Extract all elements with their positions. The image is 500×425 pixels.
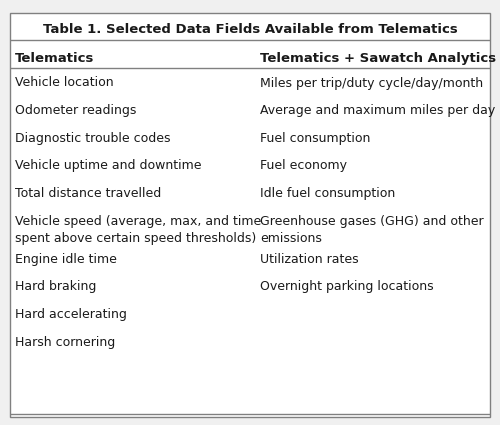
Text: Telematics + Sawatch Analytics: Telematics + Sawatch Analytics (260, 52, 496, 65)
Text: Hard accelerating: Hard accelerating (15, 308, 127, 321)
Text: Vehicle location: Vehicle location (15, 76, 114, 90)
Text: Fuel consumption: Fuel consumption (260, 132, 370, 145)
Text: Miles per trip/duty cycle/day/month: Miles per trip/duty cycle/day/month (260, 76, 483, 90)
Text: Diagnostic trouble codes: Diagnostic trouble codes (15, 132, 171, 145)
Text: Telematics: Telematics (15, 52, 94, 65)
Text: Total distance travelled: Total distance travelled (15, 187, 161, 200)
Text: Idle fuel consumption: Idle fuel consumption (260, 187, 395, 200)
Text: Vehicle speed (average, max, and time
spent above certain speed thresholds): Vehicle speed (average, max, and time sp… (15, 215, 261, 245)
Text: Hard braking: Hard braking (15, 280, 96, 294)
Text: Engine idle time: Engine idle time (15, 253, 117, 266)
Text: Odometer readings: Odometer readings (15, 104, 136, 117)
Text: Overnight parking locations: Overnight parking locations (260, 280, 434, 294)
Text: Table 1. Selected Data Fields Available from Telematics: Table 1. Selected Data Fields Available … (42, 23, 458, 37)
Text: Utilization rates: Utilization rates (260, 253, 358, 266)
Text: Greenhouse gases (GHG) and other
emissions: Greenhouse gases (GHG) and other emissio… (260, 215, 484, 245)
Text: Harsh cornering: Harsh cornering (15, 336, 115, 349)
Text: Vehicle uptime and downtime: Vehicle uptime and downtime (15, 159, 202, 173)
FancyBboxPatch shape (10, 13, 490, 416)
Text: Average and maximum miles per day: Average and maximum miles per day (260, 104, 495, 117)
Text: Fuel economy: Fuel economy (260, 159, 347, 173)
